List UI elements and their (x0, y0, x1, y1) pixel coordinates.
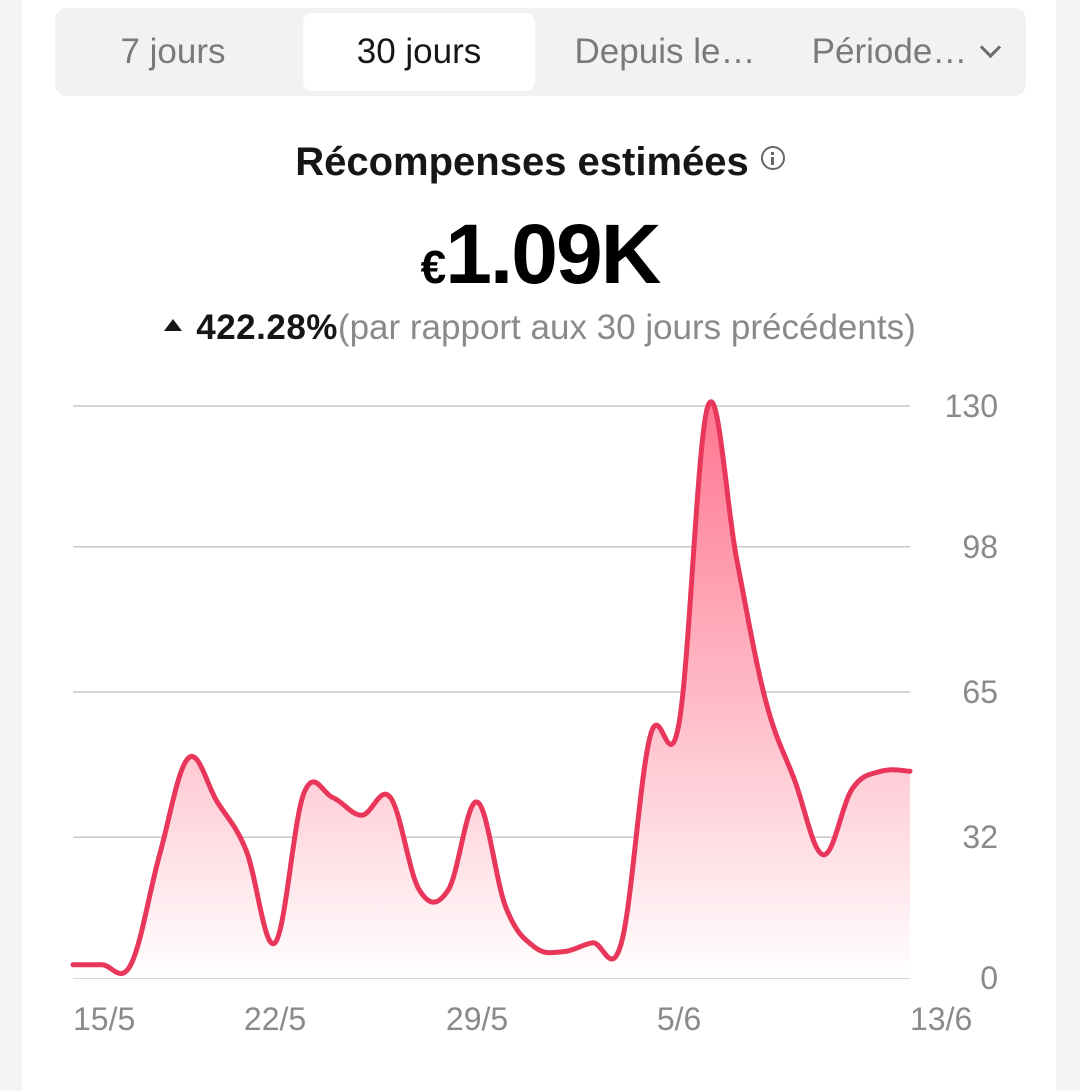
data-point (244, 848, 249, 853)
data-point (128, 962, 133, 967)
tab-label: Depuis le… (574, 32, 756, 71)
data-point (301, 791, 306, 796)
y-tick-label: 98 (962, 529, 998, 565)
x-tick-label: 5/6 (657, 1001, 701, 1037)
period-tabs: 7 jours 30 jours Depuis le… Période… (55, 8, 1026, 96)
data-point (705, 404, 710, 409)
data-point (417, 888, 422, 893)
data-point (763, 698, 768, 703)
amount-value: 1.09K (445, 207, 661, 301)
x-tick-label: 29/5 (446, 1001, 508, 1037)
y-tick-label: 0 (980, 960, 998, 996)
data-point (503, 905, 508, 910)
x-tick-label: 22/5 (244, 1001, 306, 1037)
x-tick-label: 13/6 (910, 1001, 972, 1037)
data-point (330, 795, 335, 800)
data-point (359, 813, 364, 818)
data-point (388, 795, 393, 800)
rewards-chart: 0 32 65 98 130 15/5 22/5 29/5 5/6 13/6 (70, 388, 998, 1037)
tab-7-days[interactable]: 7 jours (63, 13, 283, 91)
chevron-down-icon (980, 36, 1002, 59)
data-point (215, 800, 220, 805)
y-tick-label: 65 (962, 674, 998, 710)
data-point (561, 949, 566, 954)
data-point (532, 945, 537, 950)
tab-custom-period[interactable]: Période… (795, 13, 1015, 91)
data-point (850, 786, 855, 791)
data-point (677, 720, 682, 725)
data-point (186, 756, 191, 761)
change-percent: 422.28% (196, 308, 338, 347)
tab-30-days[interactable]: 30 jours (303, 13, 535, 91)
data-point (908, 769, 913, 774)
tab-label: 7 jours (120, 32, 226, 71)
data-point (99, 962, 104, 967)
x-tick-label: 15/5 (73, 1001, 135, 1037)
currency-symbol: € (420, 241, 447, 293)
series-line (70, 399, 913, 976)
data-point (273, 940, 278, 945)
data-point (619, 940, 624, 945)
data-point (648, 734, 653, 739)
y-tick-label: 130 (945, 388, 998, 424)
info-icon[interactable] (760, 146, 785, 171)
total-amount: €1.09K (0, 206, 1080, 303)
data-point (71, 962, 76, 967)
series-area (73, 401, 910, 979)
y-tick-label: 32 (962, 819, 998, 855)
tab-label: Période… (811, 32, 968, 71)
change-comparison: (par rapport aux 30 jours précédents) (337, 308, 916, 347)
data-point (879, 769, 884, 774)
summary-title: Récompenses estimées (295, 140, 749, 184)
change-indicator: 422.28%(par rapport aux 30 jours précéde… (0, 308, 1080, 348)
tab-label: 30 jours (356, 32, 482, 71)
data-point (590, 940, 595, 945)
data-point (157, 852, 162, 857)
data-point (792, 778, 797, 783)
data-point (446, 888, 451, 893)
data-point (734, 558, 739, 563)
summary-header: Récompenses estimées (0, 140, 1080, 185)
tab-since[interactable]: Depuis le… (555, 13, 775, 91)
data-point (475, 800, 480, 805)
data-point (821, 852, 826, 857)
arrow-up-icon (164, 319, 183, 331)
